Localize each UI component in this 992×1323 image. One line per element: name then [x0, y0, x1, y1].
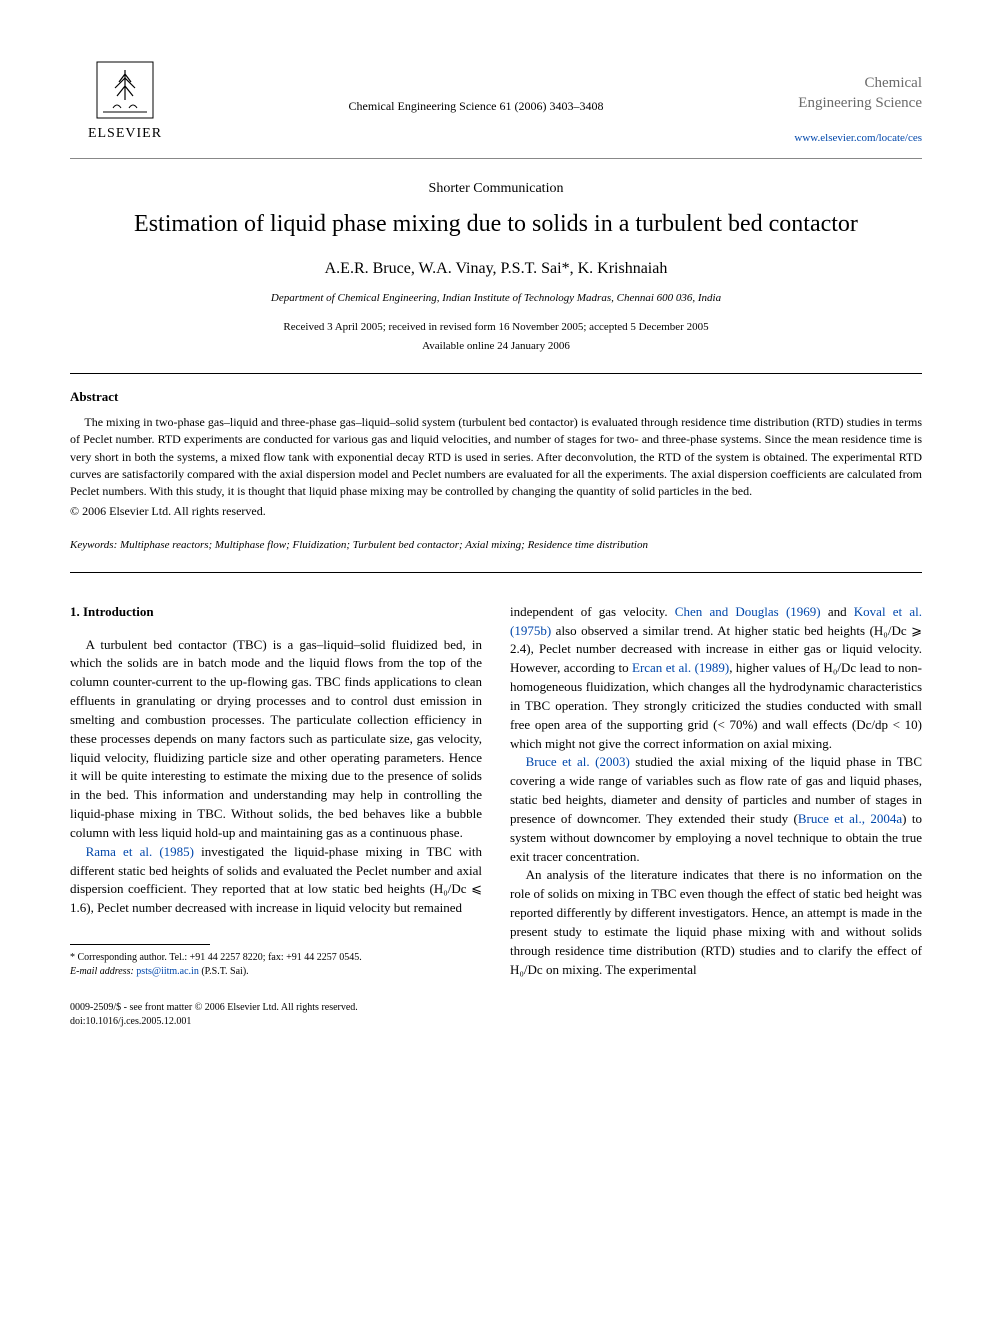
ref-link[interactable]: Bruce et al., 2004a: [798, 811, 902, 826]
footnote-block: * Corresponding author. Tel.: +91 44 225…: [70, 944, 482, 1028]
keywords-label: Keywords:: [70, 539, 117, 551]
journal-brand-line1: Chemical: [865, 75, 922, 91]
email-label: E-mail address:: [70, 966, 134, 977]
p3-b: and: [821, 604, 854, 619]
paragraph-1: A turbulent bed contactor (TBC) is a gas…: [70, 636, 482, 843]
abstract-heading: Abstract: [70, 388, 922, 406]
authors: A.E.R. Bruce, W.A. Vinay, P.S.T. Sai*, K…: [70, 258, 922, 280]
section-heading-intro: 1. Introduction: [70, 603, 482, 622]
article-type: Shorter Communication: [70, 179, 922, 199]
keywords-row: Keywords: Multiphase reactors; Multiphas…: [70, 538, 922, 553]
paragraph-4: Bruce et al. (2003) studied the axial mi…: [510, 753, 922, 866]
corresponding-author: * Corresponding author. Tel.: +91 44 225…: [70, 951, 482, 965]
abstract-copyright: © 2006 Elsevier Ltd. All rights reserved…: [70, 503, 922, 520]
journal-url[interactable]: www.elsevier.com/locate/ces: [772, 131, 922, 146]
footnote-divider: [70, 944, 210, 945]
ref-link[interactable]: Chen and Douglas (1969): [675, 604, 821, 619]
abstract-text: The mixing in two-phase gas–liquid and t…: [70, 414, 922, 501]
publisher-block: ELSEVIER: [70, 60, 180, 144]
email-name: (P.S.T. Sai).: [201, 966, 248, 977]
ref-link[interactable]: Bruce et al. (2003): [526, 754, 630, 769]
journal-brand: Chemical Engineering Science: [772, 60, 922, 113]
citation-line: Chemical Engineering Science 61 (2006) 3…: [180, 60, 772, 115]
keywords-text: Multiphase reactors; Multiphase flow; Fl…: [120, 539, 648, 551]
dates-received: Received 3 April 2005; received in revis…: [70, 320, 922, 335]
paragraph-3: independent of gas velocity. Chen and Do…: [510, 603, 922, 754]
p3-a: independent of gas velocity.: [510, 604, 675, 619]
ref-link[interactable]: Ercan et al. (1989): [632, 660, 729, 675]
email-row: E-mail address: psts@iitm.ac.in (P.S.T. …: [70, 965, 482, 979]
dates-online: Available online 24 January 2006: [70, 339, 922, 354]
doi-line: doi:10.1016/j.ces.2005.12.001: [70, 1015, 482, 1029]
ref-link[interactable]: Rama et al. (1985): [86, 844, 194, 859]
elsevier-logo-icon: [95, 60, 155, 120]
article-title: Estimation of liquid phase mixing due to…: [70, 209, 922, 240]
journal-brand-line2: Engineering Science: [798, 95, 922, 111]
paragraph-2: Rama et al. (1985) investigated the liqu…: [70, 843, 482, 918]
paragraph-5: An analysis of the literature indicates …: [510, 866, 922, 979]
publisher-name: ELSEVIER: [88, 124, 162, 144]
header-row: ELSEVIER Chemical Engineering Science 61…: [70, 60, 922, 146]
issn-line: 0009-2509/$ - see front matter © 2006 El…: [70, 1001, 482, 1015]
divider-abstract-top: [70, 373, 922, 374]
body-columns: 1. Introduction A turbulent bed contacto…: [70, 603, 922, 1029]
affiliation: Department of Chemical Engineering, Indi…: [70, 291, 922, 306]
journal-brand-block: Chemical Engineering Science www.elsevie…: [772, 60, 922, 146]
divider-top: [70, 158, 922, 159]
page-footer-block: 0009-2509/$ - see front matter © 2006 El…: [70, 1001, 482, 1028]
divider-abstract-bottom: [70, 572, 922, 573]
email-address[interactable]: psts@iitm.ac.in: [136, 966, 199, 977]
